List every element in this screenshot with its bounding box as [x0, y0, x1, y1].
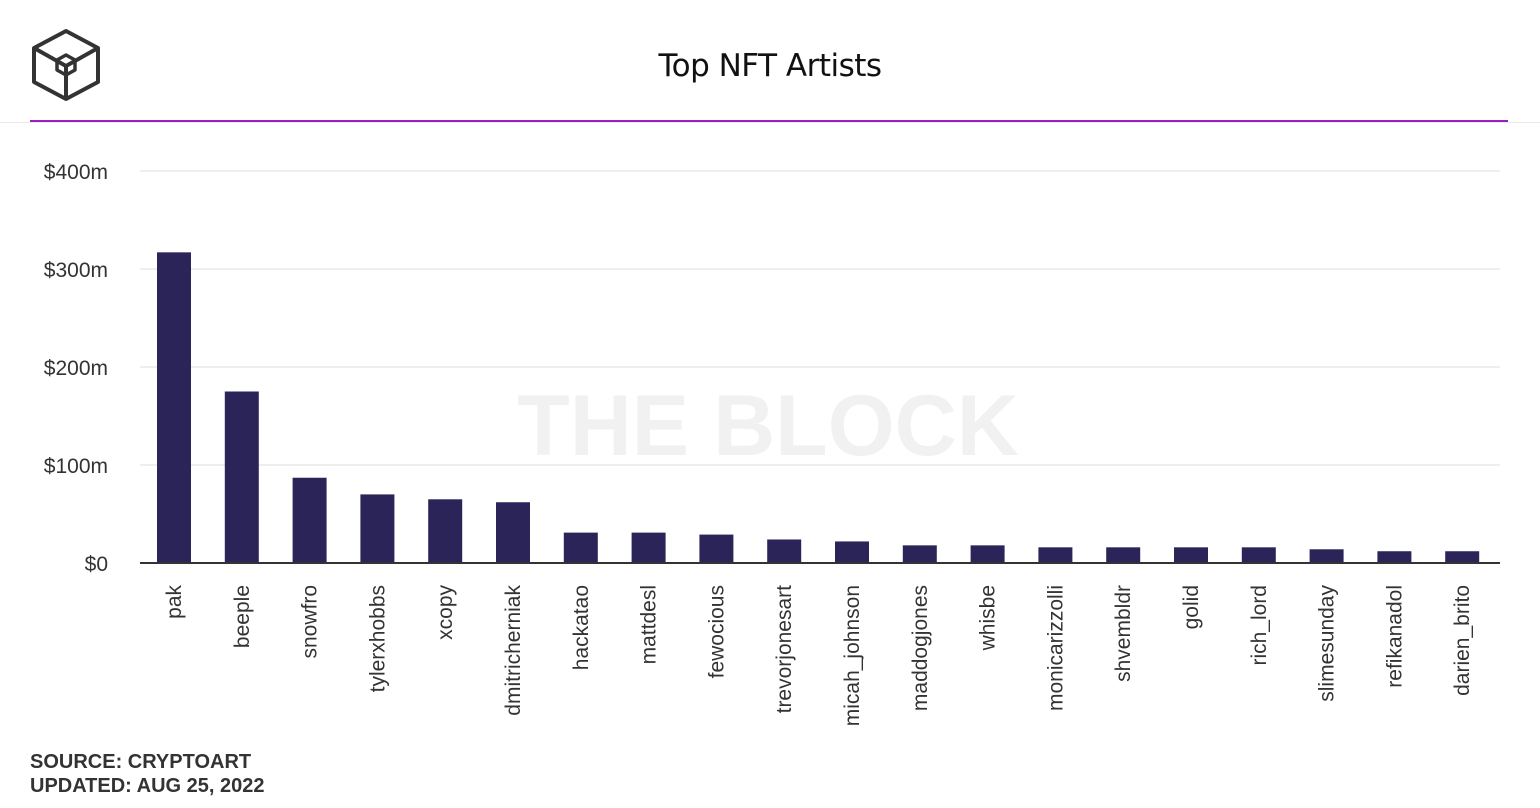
bar — [1377, 551, 1411, 563]
x-tick-label: maddogjones — [909, 585, 932, 711]
bar — [767, 539, 801, 563]
bar — [564, 533, 598, 563]
x-tick-label: snowfro — [299, 585, 322, 659]
watermark: THE BLOCK — [517, 378, 1019, 474]
x-tick-label: monicarizzolli — [1044, 585, 1067, 711]
source-text: SOURCE: CRYPTOART — [30, 750, 265, 774]
bar — [1310, 549, 1344, 563]
bar — [971, 545, 1005, 563]
bar — [1242, 547, 1276, 563]
y-tick-label: $100m — [44, 455, 108, 478]
y-tick-label: $300m — [44, 259, 108, 282]
bar — [699, 535, 733, 563]
x-tick-label: fewocious — [705, 585, 728, 678]
y-tick-label: $200m — [44, 357, 108, 380]
x-tick-label: hackatao — [570, 585, 593, 670]
x-tick-label: shvembldr — [1112, 585, 1135, 682]
x-tick-label: mattdesl — [638, 585, 661, 664]
bar — [1445, 551, 1479, 563]
bar — [903, 545, 937, 563]
bar — [157, 252, 191, 563]
bar — [835, 541, 869, 563]
y-tick-label: $0 — [85, 553, 108, 576]
x-tick-label: darien_brito — [1451, 585, 1474, 696]
x-tick-label: xcopy — [434, 585, 457, 640]
bar — [496, 502, 530, 563]
x-tick-label: dmitricherniak — [502, 585, 525, 716]
x-axis-labels: pak beeple snowfro tylerxhobbs xcopy dmitrich… — [163, 585, 1474, 727]
y-tick-label: $400m — [44, 161, 108, 184]
footer-source: SOURCE: CRYPTOART UPDATED: AUG 25, 2022 — [30, 750, 265, 798]
x-tick-label: whisbe — [977, 585, 1000, 651]
x-tick-label: slimesunday — [1316, 585, 1339, 702]
x-tick-label: micah_johnson — [841, 585, 864, 726]
x-tick-label: golid — [1180, 585, 1203, 629]
x-tick-label: tylerxhobbs — [366, 585, 389, 692]
bar — [225, 392, 259, 564]
x-tick-label: refikanadol — [1383, 585, 1406, 688]
bar — [1038, 547, 1072, 563]
x-tick-label: pak — [163, 585, 186, 619]
x-tick-label: rich_lord — [1248, 585, 1271, 666]
bar — [428, 499, 462, 563]
bar — [1106, 547, 1140, 563]
bar — [360, 494, 394, 563]
bar — [293, 478, 327, 563]
y-axis-ticks: $0 $100m $200m $300m $400m — [44, 161, 108, 576]
updated-text: UPDATED: AUG 25, 2022 — [30, 774, 265, 798]
bar — [1174, 547, 1208, 563]
x-tick-label: trevorjonesart — [773, 585, 796, 714]
bar — [632, 533, 666, 563]
x-tick-label: beeple — [231, 585, 254, 648]
